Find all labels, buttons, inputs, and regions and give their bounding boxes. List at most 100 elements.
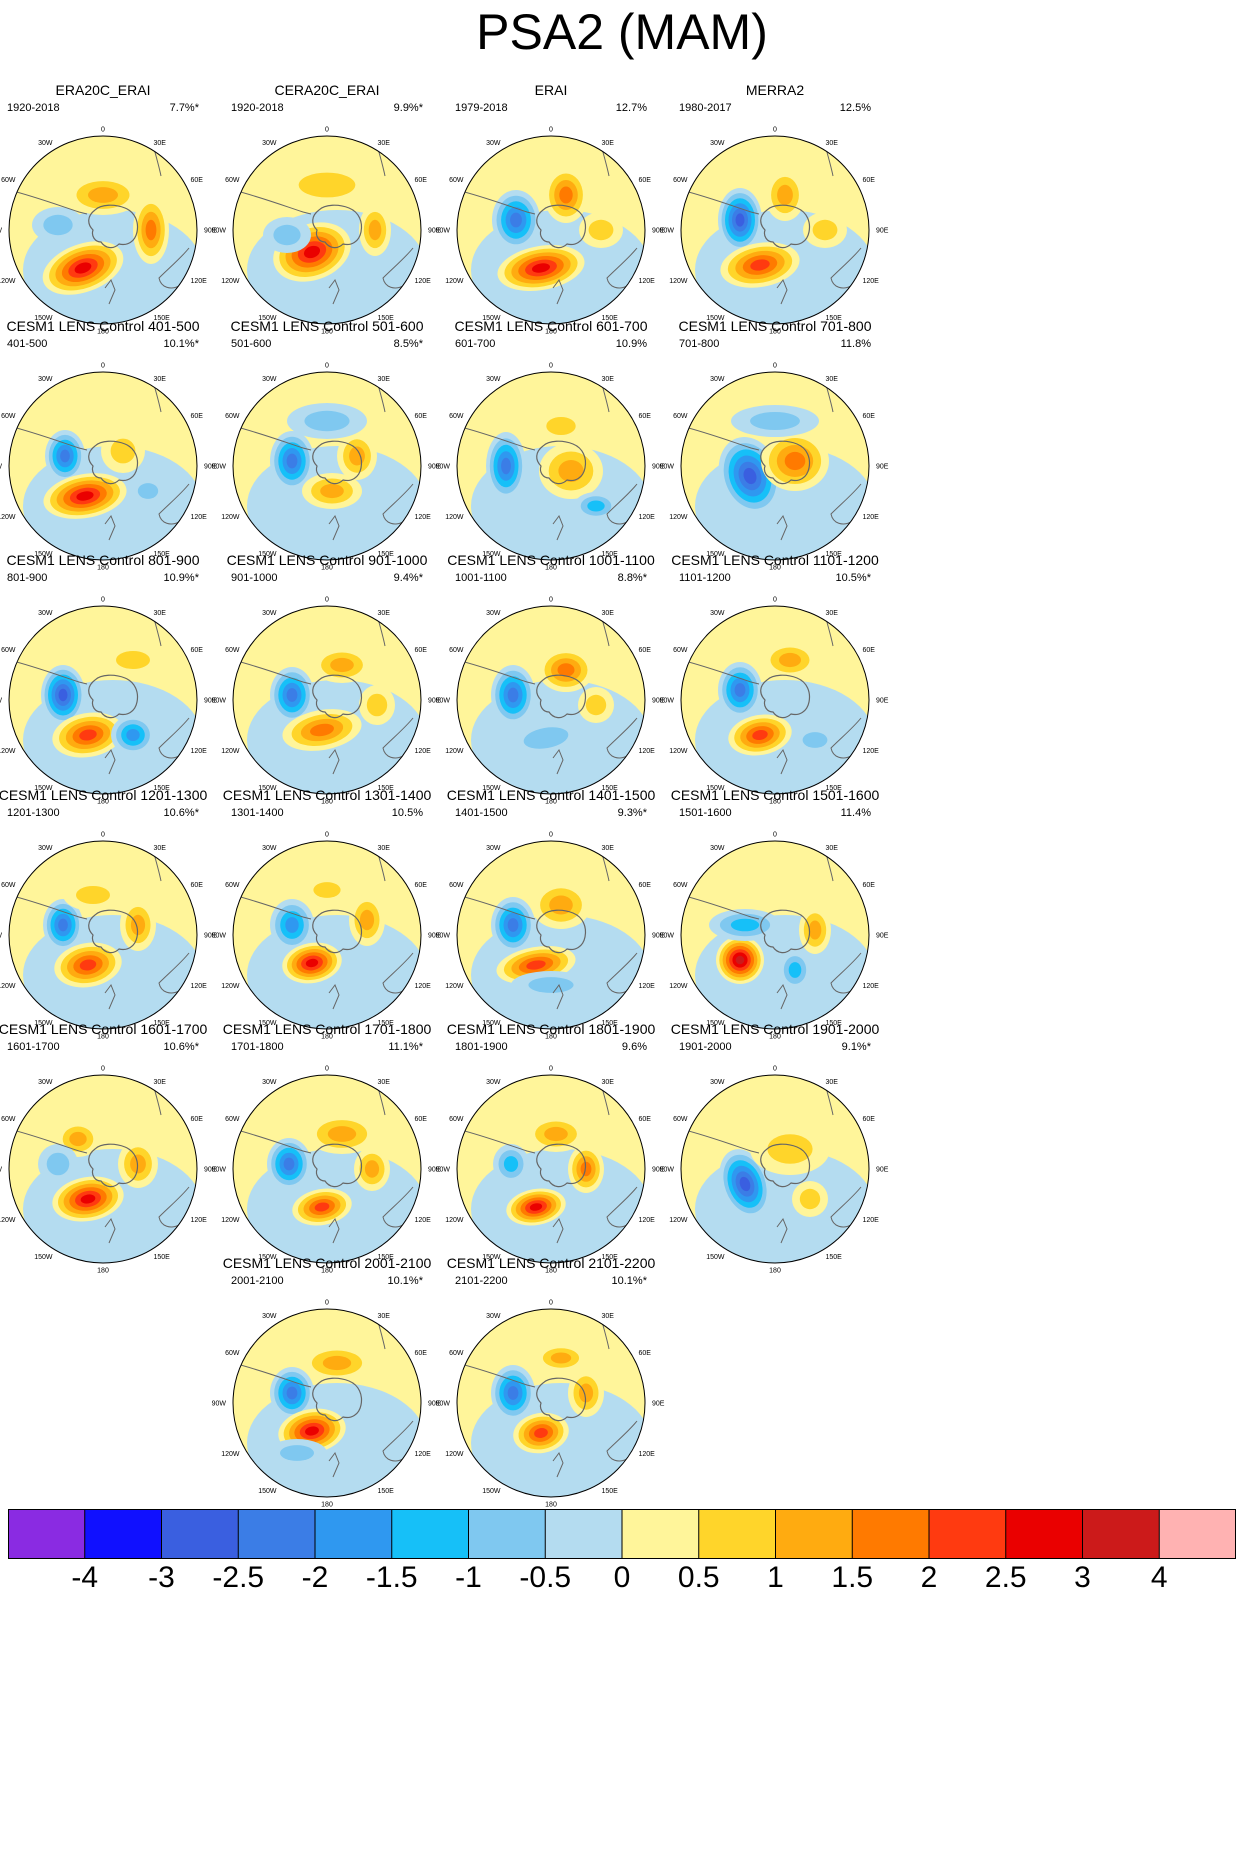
panel-variance-percent: 11.8% xyxy=(840,338,871,350)
panel-title: CESM1 LENS Control 2001-2100 xyxy=(222,1255,432,1271)
longitude-tick-label: 180 xyxy=(545,1268,557,1275)
longitude-tick-label: 90W xyxy=(0,1167,2,1174)
longitude-tick-label: 150E xyxy=(826,785,843,792)
longitude-tick-label: 90E xyxy=(428,464,441,471)
longitude-tick-label: 30W xyxy=(262,376,277,383)
polar-map: 0 30E 60E 90E 120E 150E 180 150W 120W 90W 60W 30W xyxy=(0,1066,217,1275)
positive-anomaly-contour xyxy=(752,729,768,741)
panel-title: CESM1 LENS Control 1401-1500 xyxy=(446,787,656,803)
colorbar-swatch xyxy=(1082,1510,1160,1558)
longitude-tick-label: 90W xyxy=(212,1167,227,1174)
panel-period: 1501-1600 xyxy=(679,807,732,819)
longitude-tick-label: 180 xyxy=(545,799,557,806)
longitude-tick-label: 30E xyxy=(826,845,839,852)
positive-anomaly-contour xyxy=(313,882,341,898)
longitude-tick-label: 60E xyxy=(415,1116,428,1123)
australia-coastline xyxy=(830,247,862,289)
longitude-tick-label: 120E xyxy=(639,1217,656,1224)
positive-anomaly-contour xyxy=(298,172,356,198)
positive-anomaly-contour xyxy=(532,263,550,273)
australia-coastline xyxy=(830,717,862,759)
polar-map: 0 30E 60E 90E 120E 150E 180 150W 120W 90W 60W 30W xyxy=(660,832,889,1041)
longitude-tick-label: 150E xyxy=(826,551,843,558)
panel-period: 1301-1400 xyxy=(231,807,284,819)
longitude-tick-label: 120W xyxy=(445,514,464,521)
longitude-tick-label: 60E xyxy=(415,177,428,184)
map-boundary xyxy=(232,840,422,1030)
longitude-tick-label: 30E xyxy=(154,1079,167,1086)
colorbar-swatch xyxy=(852,1510,930,1558)
longitude-tick-label: 30E xyxy=(378,610,391,617)
positive-anomaly-contour xyxy=(750,259,770,271)
polar-map: 0 30E 60E 90E 120E 150E 180 150W 120W 90W 60W 30W xyxy=(0,127,217,336)
new-zealand-coastline xyxy=(328,278,340,305)
polar-map: 0 30E 60E 90E 120E 150E 180 150W 120W 90W 60W 30W xyxy=(660,597,889,806)
longitude-tick-label: 120W xyxy=(669,1217,688,1224)
panel-period: 1920-2018 xyxy=(231,102,284,114)
positive-anomaly-contour xyxy=(359,909,375,931)
longitude-tick-label: 90E xyxy=(204,1167,217,1174)
longitude-tick-label: 120W xyxy=(669,983,688,990)
australia-coastline xyxy=(158,247,190,289)
longitude-tick-label: 30W xyxy=(262,610,277,617)
longitude-tick-label: 0 xyxy=(773,597,777,604)
negative-anomaly-contour xyxy=(283,1157,295,1171)
longitude-tick-label: 90W xyxy=(212,933,227,940)
map-boundary xyxy=(232,135,422,325)
panel-period: 1401-1500 xyxy=(455,807,508,819)
longitude-tick-label: 60E xyxy=(863,413,876,420)
longitude-tick-label: 150E xyxy=(378,315,395,322)
positive-anomaly-contour xyxy=(80,1194,96,1204)
negative-anomaly-contour xyxy=(501,457,511,475)
longitude-tick-label: 30E xyxy=(826,1079,839,1086)
antarctica-coastline xyxy=(88,1143,139,1188)
positive-anomaly-contour xyxy=(534,1428,548,1438)
panel-title: CESM1 LENS Control 601-700 xyxy=(454,318,648,334)
longitude-tick-label: 30W xyxy=(486,845,501,852)
panel-title: CESM1 LENS Control 701-800 xyxy=(678,318,872,334)
positive-anomaly-contour xyxy=(546,417,576,435)
longitude-tick-label: 60W xyxy=(449,1350,464,1357)
new-zealand-coastline xyxy=(552,1451,564,1478)
longitude-tick-label: 60W xyxy=(449,1116,464,1123)
panel-title: MERRA2 xyxy=(745,82,805,98)
longitude-tick-label: 60E xyxy=(191,177,204,184)
colorbar-label: 3 xyxy=(1074,1561,1091,1594)
longitude-tick-label: 150E xyxy=(602,1488,619,1495)
positive-anomaly-contour xyxy=(327,1126,357,1142)
longitude-tick-label: 60W xyxy=(1,647,16,654)
antarctica-coastline xyxy=(312,204,363,249)
negative-anomaly-contour xyxy=(286,1386,298,1400)
panel-period: 2101-2200 xyxy=(455,1275,508,1287)
longitude-tick-label: 150W xyxy=(706,1254,725,1261)
map-boundary xyxy=(232,371,422,561)
colorbar-label: 0 xyxy=(613,1561,631,1594)
negative-anomaly-contour xyxy=(60,449,70,463)
panel-title: CESM1 LENS Control 501-600 xyxy=(230,318,424,334)
longitude-tick-label: 150E xyxy=(378,551,395,558)
longitude-tick-label: 30W xyxy=(486,140,501,147)
positive-anomaly-contour xyxy=(116,651,150,669)
longitude-tick-label: 60E xyxy=(639,1116,652,1123)
longitude-tick-label: 180 xyxy=(321,799,333,806)
negative-anomaly-contour xyxy=(286,688,298,702)
colorbar-swatch xyxy=(1005,1510,1083,1558)
positive-anomaly-contour xyxy=(310,723,334,737)
panel-period: 1901-2000 xyxy=(679,1041,732,1053)
longitude-tick-label: 120E xyxy=(191,983,208,990)
panel-variance-percent: 12.5% xyxy=(839,102,871,114)
new-zealand-coastline xyxy=(776,514,788,541)
longitude-tick-label: 150W xyxy=(34,315,53,322)
negative-anomaly-contour xyxy=(510,212,522,228)
longitude-tick-label: 90E xyxy=(204,228,217,235)
colorbar-swatch xyxy=(698,1510,776,1558)
longitude-tick-label: 30E xyxy=(602,140,615,147)
longitude-tick-label: 150W xyxy=(34,785,53,792)
panel-title: CERA20C_ERAI xyxy=(274,82,380,98)
panel-title: CESM1 LENS Control 401-500 xyxy=(6,318,200,334)
longitude-tick-label: 120W xyxy=(221,1451,240,1458)
panel-variance-percent: 9.1%* xyxy=(841,1041,871,1053)
negative-anomaly-contour xyxy=(587,500,605,512)
longitude-tick-label: 120W xyxy=(669,748,688,755)
map-boundary xyxy=(456,605,646,795)
